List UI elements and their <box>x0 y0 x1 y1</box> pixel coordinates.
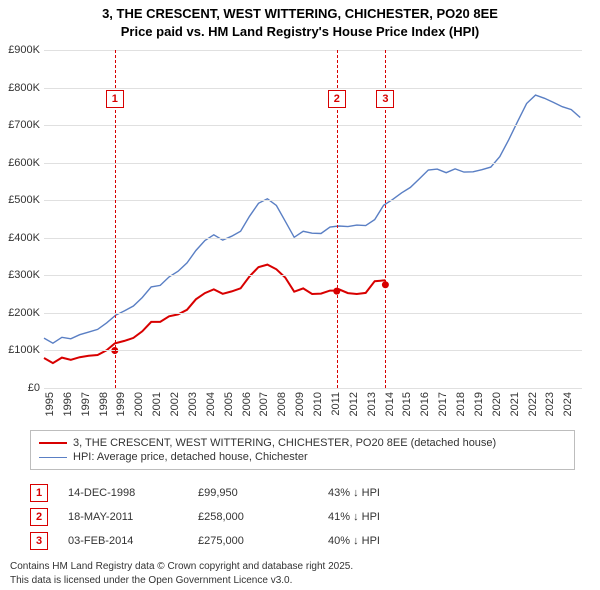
annotation-row: 1 14-DEC-1998 £99,950 43% ↓ HPI <box>30 484 438 502</box>
x-tick-label: 2000 <box>133 392 145 416</box>
chart-title-line2: Price paid vs. HM Land Registry's House … <box>0 24 600 39</box>
annotation-delta: 40% ↓ HPI <box>328 535 438 547</box>
x-tick-label: 2019 <box>473 392 485 416</box>
chart-title-line1: 3, THE CRESCENT, WEST WITTERING, CHICHES… <box>0 6 600 21</box>
annotation-marker: 2 <box>30 508 48 526</box>
x-tick-label: 2011 <box>330 392 342 416</box>
annotation-delta: 41% ↓ HPI <box>328 511 438 523</box>
legend-item: HPI: Average price, detached house, Chic… <box>39 451 566 463</box>
x-tick-label: 2017 <box>437 392 449 416</box>
x-tick-label: 1997 <box>80 392 92 416</box>
x-tick-label: 2010 <box>312 392 324 416</box>
legend-swatch <box>39 457 67 458</box>
y-tick-label: £0 <box>28 382 44 394</box>
y-tick-label: £200K <box>8 307 44 319</box>
annotation-date: 18-MAY-2011 <box>68 511 178 523</box>
annotation-row: 2 18-MAY-2011 £258,000 41% ↓ HPI <box>30 508 438 526</box>
x-tick-label: 2020 <box>491 392 503 416</box>
y-tick-label: £800K <box>8 82 44 94</box>
legend: 3, THE CRESCENT, WEST WITTERING, CHICHES… <box>30 430 575 470</box>
gridline <box>44 313 582 314</box>
chart-container: 3, THE CRESCENT, WEST WITTERING, CHICHES… <box>0 0 600 590</box>
gridline <box>44 163 582 164</box>
legend-label: HPI: Average price, detached house, Chic… <box>73 451 308 463</box>
annotations: 1 14-DEC-1998 £99,950 43% ↓ HPI 2 18-MAY-2011… <box>30 478 438 556</box>
gridline <box>44 350 582 351</box>
x-tick-label: 2022 <box>527 392 539 416</box>
x-tick-label: 2007 <box>258 392 270 416</box>
x-tick-label: 2008 <box>276 392 288 416</box>
x-tick-label: 2023 <box>544 392 556 416</box>
series-line <box>44 95 580 343</box>
annotation-price: £275,000 <box>198 535 308 547</box>
x-tick-label: 2009 <box>294 392 306 416</box>
x-tick-label: 2003 <box>187 392 199 416</box>
x-tick-label: 2013 <box>366 392 378 416</box>
legend-label: 3, THE CRESCENT, WEST WITTERING, CHICHES… <box>73 437 496 449</box>
y-tick-label: £300K <box>8 269 44 281</box>
event-marker-box: 1 <box>106 90 124 108</box>
gridline <box>44 388 582 389</box>
legend-item: 3, THE CRESCENT, WEST WITTERING, CHICHES… <box>39 437 566 449</box>
annotation-delta: 43% ↓ HPI <box>328 487 438 499</box>
annotation-date: 14-DEC-1998 <box>68 487 178 499</box>
x-tick-label: 2016 <box>419 392 431 416</box>
x-tick-label: 2001 <box>151 392 163 416</box>
y-tick-label: £900K <box>8 44 44 56</box>
x-tick-label: 2024 <box>562 392 574 416</box>
y-tick-label: £500K <box>8 194 44 206</box>
plot-area: £0£100K£200K£300K£400K£500K£600K£700K£80… <box>44 50 582 388</box>
gridline <box>44 275 582 276</box>
x-tick-label: 2015 <box>401 392 413 416</box>
event-marker-box: 3 <box>376 90 394 108</box>
x-tick-label: 1995 <box>44 392 56 416</box>
x-tick-label: 1996 <box>62 392 74 416</box>
x-tick-label: 2014 <box>384 392 396 416</box>
x-tick-label: 2006 <box>241 392 253 416</box>
x-tick-label: 2005 <box>223 392 235 416</box>
x-tick-label: 2021 <box>509 392 521 416</box>
chart-svg <box>44 50 582 388</box>
gridline <box>44 50 582 51</box>
gridline <box>44 125 582 126</box>
event-marker-box: 2 <box>328 90 346 108</box>
annotation-date: 03-FEB-2014 <box>68 535 178 547</box>
annotation-marker: 3 <box>30 532 48 550</box>
y-tick-label: £100K <box>8 344 44 356</box>
gridline <box>44 238 582 239</box>
x-tick-label: 2012 <box>348 392 360 416</box>
x-tick-label: 2018 <box>455 392 467 416</box>
footer-line2: This data is licensed under the Open Gov… <box>10 574 353 588</box>
y-tick-label: £400K <box>8 232 44 244</box>
gridline <box>44 200 582 201</box>
x-tick-label: 2004 <box>205 392 217 416</box>
annotation-row: 3 03-FEB-2014 £275,000 40% ↓ HPI <box>30 532 438 550</box>
gridline <box>44 88 582 89</box>
footer: Contains HM Land Registry data © Crown c… <box>10 560 353 588</box>
annotation-marker: 1 <box>30 484 48 502</box>
x-tick-label: 1998 <box>98 392 110 416</box>
y-tick-label: £600K <box>8 157 44 169</box>
x-tick-label: 1999 <box>115 392 127 416</box>
footer-line1: Contains HM Land Registry data © Crown c… <box>10 560 353 574</box>
annotation-price: £258,000 <box>198 511 308 523</box>
x-tick-label: 2002 <box>169 392 181 416</box>
annotation-price: £99,950 <box>198 487 308 499</box>
legend-swatch <box>39 442 67 444</box>
y-tick-label: £700K <box>8 119 44 131</box>
